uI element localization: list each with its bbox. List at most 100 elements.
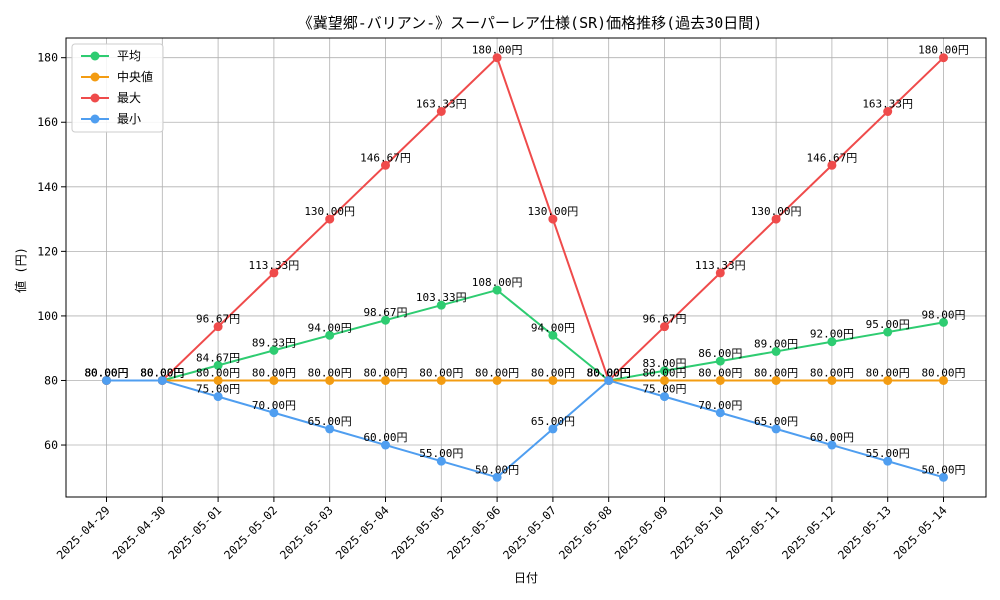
data-label: 80.00円	[642, 366, 686, 379]
data-label: 130.00円	[304, 205, 355, 218]
y-axis-label: 値 (円)	[13, 247, 28, 293]
data-point	[939, 375, 948, 385]
data-point	[604, 375, 614, 385]
data-point	[325, 214, 335, 224]
data-point	[325, 375, 335, 385]
data-point	[939, 53, 948, 63]
series-layer	[102, 53, 948, 482]
data-label: 84.67円	[196, 351, 240, 364]
series-line	[106, 55, 945, 383]
data-point	[436, 106, 446, 116]
data-point	[381, 160, 390, 170]
legend-swatch-marker	[90, 93, 100, 103]
x-tick-label: 2025-05-08	[556, 503, 615, 562]
chart-title: 《冀望郷-バリアン-》スーパーレア仕様(SR)価格推移(過去30日間)	[298, 14, 763, 32]
data-label: 96.67円	[642, 313, 686, 326]
data-label: 146.67円	[360, 151, 411, 164]
data-label: 80.00円	[698, 366, 742, 379]
legend-item: 最大	[81, 91, 141, 105]
data-label: 75.00円	[196, 383, 240, 396]
x-tick-label: 2025-05-01	[165, 503, 224, 562]
data-point	[660, 322, 669, 332]
data-point	[771, 375, 781, 385]
data-label: 94.00円	[531, 321, 575, 334]
data-point	[660, 392, 669, 402]
data-label: 80.00円	[140, 366, 184, 379]
data-label: 80.00円	[308, 366, 352, 379]
data-label: 80.00円	[252, 366, 296, 379]
axes: 2025-04-292025-04-302025-05-012025-05-02…	[37, 51, 949, 562]
data-label: 89.33円	[252, 336, 296, 349]
data-label: 80.00円	[531, 366, 575, 379]
x-tick-label: 2025-05-12	[779, 503, 838, 562]
data-label: 80.00円	[587, 366, 631, 379]
legend-item: 中央値	[81, 69, 153, 84]
data-point	[883, 375, 893, 385]
y-tick-label: 80	[44, 373, 58, 387]
data-point	[715, 408, 725, 418]
data-point	[827, 440, 837, 450]
data-label: 80.00円	[810, 366, 854, 379]
data-label: 113.33円	[695, 259, 746, 272]
data-label: 83.00円	[642, 357, 686, 370]
data-point	[381, 375, 390, 385]
legend-label: 最大	[117, 91, 141, 105]
data-point	[883, 106, 893, 116]
data-point	[381, 440, 390, 450]
grid	[66, 38, 986, 497]
data-point	[939, 317, 948, 327]
data-label: 80.00円	[587, 366, 631, 379]
data-point	[269, 345, 279, 355]
legend-box	[71, 43, 164, 133]
data-label: 55.00円	[419, 447, 463, 460]
legend-label: 最小	[117, 112, 141, 126]
data-label: 80.00円	[84, 366, 128, 379]
legend-swatch-marker	[90, 51, 100, 61]
data-point	[269, 408, 279, 418]
y-tick-label: 60	[44, 438, 58, 452]
x-tick-label: 2025-05-04	[333, 503, 392, 562]
data-point	[771, 214, 781, 224]
data-label: 163.33円	[416, 97, 467, 110]
data-point	[939, 472, 948, 482]
y-tick-label: 140	[37, 180, 58, 194]
data-label: 89.00円	[754, 337, 798, 350]
data-label: 80.00円	[140, 366, 184, 379]
data-point	[715, 356, 725, 366]
data-label: 80.00円	[140, 366, 184, 379]
data-point	[157, 375, 167, 385]
data-label: 130.00円	[528, 205, 579, 218]
data-label: 180.00円	[472, 44, 523, 57]
data-label: 98.00円	[921, 308, 965, 321]
y-tick-label: 100	[37, 309, 58, 323]
data-label: 80.00円	[196, 366, 240, 379]
x-tick-label: 2025-05-09	[612, 503, 671, 562]
data-point	[827, 337, 837, 347]
data-label: 80.00円	[921, 366, 965, 379]
data-point	[436, 375, 446, 385]
data-point	[269, 268, 279, 278]
legend-item: 平均	[81, 49, 141, 63]
data-point	[213, 360, 223, 370]
data-label: 65.00円	[308, 415, 352, 428]
data-point	[771, 424, 781, 434]
y-tick-label: 120	[37, 244, 58, 258]
data-label: 65.00円	[754, 415, 798, 428]
data-point	[548, 330, 558, 340]
data-point	[492, 285, 502, 295]
data-point	[436, 300, 446, 310]
data-point	[548, 214, 558, 224]
x-axis-label: 日付	[514, 571, 538, 585]
data-label: 60.00円	[363, 431, 407, 444]
data-label: 130.00円	[751, 205, 802, 218]
data-point	[492, 53, 502, 63]
x-tick-label: 2025-05-06	[444, 503, 503, 562]
x-tick-label: 2025-05-03	[277, 503, 336, 562]
data-point	[715, 375, 725, 385]
data-label: 80.00円	[754, 366, 798, 379]
data-point	[548, 424, 558, 434]
data-label: 50.00円	[921, 463, 965, 476]
legend-label: 中央値	[117, 69, 153, 84]
x-tick-label: 2025-04-30	[110, 503, 169, 562]
